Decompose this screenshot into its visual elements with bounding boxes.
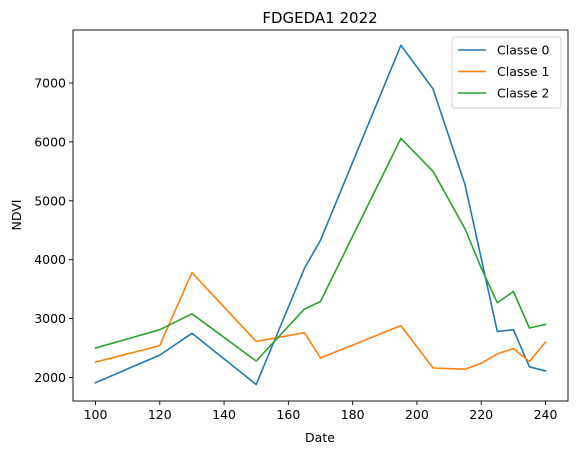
data-point-classe-2: [496, 302, 498, 304]
x-tick-label: 140: [212, 407, 236, 422]
data-point-classe-0: [255, 384, 257, 386]
data-point-classe-0: [400, 45, 402, 47]
data-point-classe-1: [545, 341, 547, 343]
data-point-classe-0: [545, 370, 547, 372]
data-point-classe-0: [529, 366, 531, 368]
y-tick-label: 7000: [34, 76, 66, 91]
data-point-classe-0: [320, 239, 322, 241]
data-point-classe-1: [464, 368, 466, 370]
x-tick-label: 120: [148, 407, 172, 422]
series-line-classe-2: [94, 137, 547, 362]
data-point-classe-1: [529, 361, 531, 363]
data-point-classe-0: [191, 332, 193, 334]
data-point-classe-0: [304, 268, 306, 270]
data-point-classe-1: [513, 348, 515, 350]
series-line-classe-1: [94, 271, 547, 371]
data-point-classe-2: [159, 329, 161, 331]
data-point-classe-1: [432, 367, 434, 369]
series-line-classe-0: [94, 44, 547, 386]
data-point-classe-0: [513, 329, 515, 331]
data-point-classe-0: [159, 354, 161, 356]
data-point-classe-2: [191, 313, 193, 315]
data-point-classe-0: [464, 184, 466, 186]
legend-label-classe-2: Classe 2: [497, 86, 550, 101]
legend-label-classe-0: Classe 0: [497, 43, 550, 58]
data-point-classe-1: [320, 357, 322, 359]
data-point-classe-1: [304, 332, 306, 334]
x-tick-label: 100: [84, 407, 108, 422]
y-tick-label: 2000: [34, 370, 66, 385]
y-tick-label: 6000: [34, 134, 66, 149]
data-point-classe-2: [95, 347, 97, 349]
data-point-classe-2: [432, 171, 434, 173]
data-point-classe-2: [513, 291, 515, 293]
y-tick-label: 5000: [34, 193, 66, 208]
data-point-classe-1: [159, 345, 161, 347]
data-point-classe-1: [191, 272, 193, 274]
x-axis-label: Date: [305, 430, 335, 445]
x-tick-label: 200: [405, 407, 429, 422]
data-point-classe-0: [95, 382, 97, 384]
data-point-classe-0: [432, 88, 434, 90]
y-axis-label: NDVI: [9, 200, 24, 231]
x-tick-label: 220: [469, 407, 493, 422]
data-point-classe-2: [545, 324, 547, 326]
x-tick-label: 240: [534, 407, 558, 422]
x-tick-label: 180: [341, 407, 365, 422]
y-tick-label: 3000: [34, 311, 66, 326]
data-point-classe-0: [496, 331, 498, 333]
data-point-classe-1: [496, 353, 498, 355]
legend: Classe 0 Classe 1 Classe 2: [451, 36, 562, 109]
data-point-classe-1: [255, 341, 257, 343]
data-point-classe-2: [400, 138, 402, 140]
data-point-classe-2: [529, 327, 531, 329]
data-point-classe-2: [255, 360, 257, 362]
data-point-classe-2: [320, 301, 322, 303]
data-point-classe-1: [95, 361, 97, 363]
series-layer: [94, 44, 547, 386]
axes-layer: 100 120 140 160 180 200 220 240 2000 3000 4000 5000…: [34, 76, 557, 423]
plot-frame: [72, 29, 569, 402]
legend-box: [451, 36, 562, 109]
chart-title: FDGEDA1 2022: [262, 9, 377, 27]
data-point-classe-2: [464, 228, 466, 230]
legend-label-classe-1: Classe 1: [497, 64, 550, 79]
data-point-classe-1: [400, 325, 402, 327]
data-point-classe-1: [480, 363, 482, 365]
data-point-classe-2: [480, 267, 482, 269]
data-point-classe-2: [304, 308, 306, 310]
y-tick-label: 4000: [34, 252, 66, 267]
x-tick-label: 160: [276, 407, 300, 422]
